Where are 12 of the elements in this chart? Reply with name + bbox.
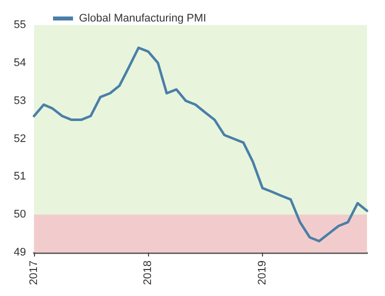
- line-series: [32, 46, 368, 242]
- x-tick-label: 2018: [142, 260, 154, 286]
- y-tick-label: 54: [14, 56, 26, 69]
- y-tick-label: 53: [14, 94, 26, 107]
- y-tick-label: 51: [14, 170, 26, 183]
- y-tick-label: 49: [14, 246, 26, 259]
- legend-label: Global Manufacturing PMI: [79, 12, 206, 24]
- y-tick-label: 55: [14, 19, 26, 31]
- y-tick-label: 52: [14, 132, 26, 145]
- x-tick-label: 2017: [28, 260, 40, 286]
- x-tick-label: 2019: [256, 260, 268, 286]
- y-tick-label: 50: [14, 208, 26, 221]
